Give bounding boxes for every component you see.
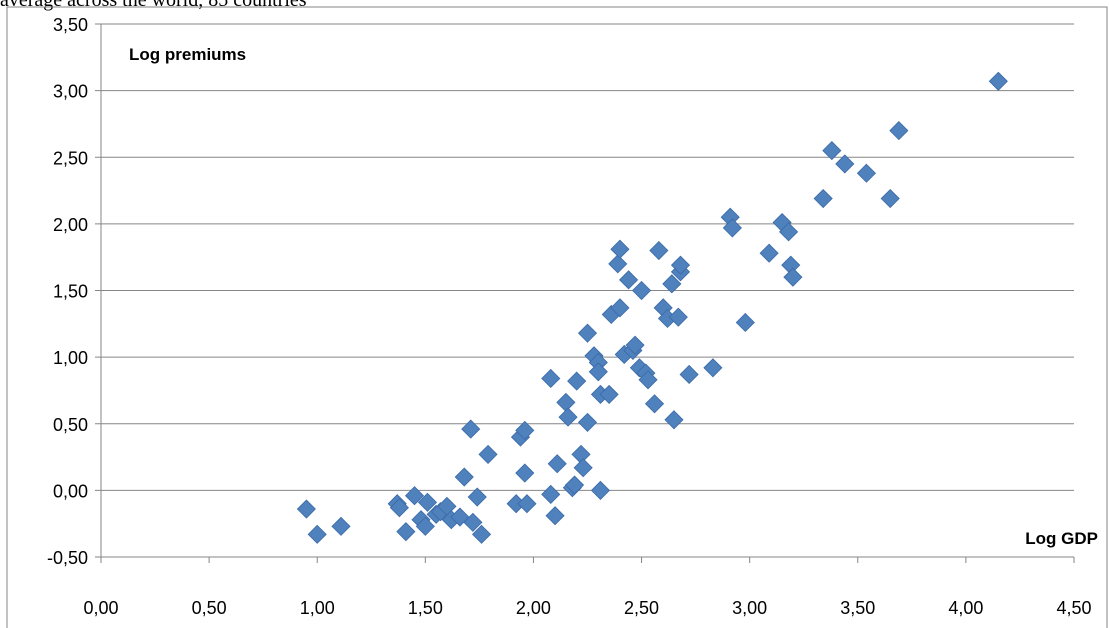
data-point bbox=[541, 484, 561, 504]
y-tick-labels: -0,50 0,00 0,50 1,00 1,50 2,00 2,50 3,00 3,50 bbox=[47, 15, 88, 568]
y-axis-title: Log premiums bbox=[129, 45, 246, 64]
y-tick-label: -0,50 bbox=[47, 548, 88, 568]
y-tick-label: 3,50 bbox=[53, 15, 88, 35]
y-tick-label: 1,50 bbox=[53, 282, 88, 302]
data-point bbox=[889, 121, 909, 141]
data-point bbox=[649, 240, 669, 261]
data-point bbox=[610, 298, 630, 318]
data-point bbox=[515, 420, 535, 440]
caption-fragment: average across the world, 85 countries bbox=[0, 0, 307, 11]
x-tick-label: 0,50 bbox=[192, 598, 227, 618]
data-point bbox=[307, 524, 327, 544]
data-point bbox=[590, 480, 611, 500]
data-point bbox=[463, 512, 483, 532]
x-tick-label: 0,00 bbox=[83, 598, 118, 618]
x-tick-label: 2,50 bbox=[624, 598, 659, 618]
data-point bbox=[415, 516, 435, 536]
data-point bbox=[389, 498, 409, 518]
y-tick-label: 0,00 bbox=[53, 481, 88, 501]
data-point bbox=[556, 392, 576, 412]
data-point bbox=[679, 364, 699, 385]
data-point bbox=[547, 454, 567, 474]
data-point bbox=[471, 524, 492, 544]
x-tick-labels: 0,00 0,50 1,00 1,50 2,00 2,50 3,00 3,50 4,00 4,50 bbox=[83, 598, 1091, 618]
data-point bbox=[577, 412, 598, 432]
data-point bbox=[573, 458, 593, 478]
data-point bbox=[735, 312, 755, 333]
data-point bbox=[779, 222, 799, 242]
data-point bbox=[564, 475, 585, 495]
data-point bbox=[461, 419, 481, 439]
data-point bbox=[662, 274, 682, 294]
data-point bbox=[599, 384, 619, 405]
data-point bbox=[610, 239, 630, 259]
data-point bbox=[515, 463, 535, 483]
data-point bbox=[703, 358, 723, 378]
data-point bbox=[608, 254, 628, 274]
x-tick-label: 3,00 bbox=[732, 598, 767, 618]
data-point bbox=[759, 243, 779, 263]
data-point bbox=[664, 410, 684, 430]
x-axis-title: Log GDP bbox=[1025, 529, 1098, 548]
data-point bbox=[417, 492, 438, 512]
data-point bbox=[619, 270, 639, 290]
data-points bbox=[296, 71, 1008, 544]
x-tick-label: 4,50 bbox=[1056, 598, 1091, 618]
y-tick-label: 3,00 bbox=[53, 82, 88, 102]
x-tick-label: 1,00 bbox=[300, 598, 335, 618]
data-point bbox=[880, 188, 900, 209]
data-point bbox=[670, 255, 691, 275]
chart-area-border bbox=[6, 6, 1108, 628]
data-point bbox=[545, 506, 565, 526]
data-point bbox=[296, 499, 316, 519]
x-tick-label: 2,00 bbox=[516, 598, 551, 618]
data-point bbox=[988, 71, 1008, 91]
x-tick-label: 3,50 bbox=[840, 598, 875, 618]
data-point bbox=[813, 188, 833, 209]
data-point bbox=[638, 370, 658, 390]
data-point bbox=[517, 494, 537, 514]
data-point bbox=[331, 516, 351, 536]
x-tick-label: 4,00 bbox=[948, 598, 983, 618]
data-point bbox=[644, 394, 665, 414]
y-tick-label: 2,00 bbox=[53, 215, 88, 235]
data-point bbox=[558, 407, 578, 427]
data-point bbox=[541, 368, 561, 389]
data-point bbox=[835, 154, 855, 174]
data-point bbox=[478, 444, 498, 464]
y-tick-label: 0,50 bbox=[53, 415, 88, 435]
gridlines bbox=[95, 23, 1075, 563]
data-point bbox=[567, 371, 587, 391]
data-point bbox=[631, 280, 652, 301]
y-tick-label: 2,50 bbox=[53, 148, 88, 168]
data-point bbox=[396, 522, 416, 542]
data-point bbox=[625, 335, 645, 355]
data-point bbox=[577, 323, 598, 343]
data-point bbox=[404, 486, 425, 506]
data-point bbox=[467, 487, 487, 507]
data-point bbox=[722, 218, 742, 238]
data-point bbox=[856, 163, 876, 183]
data-point bbox=[588, 362, 608, 382]
y-tick-label: 1,00 bbox=[53, 348, 88, 368]
x-tick-label: 1,50 bbox=[408, 598, 443, 618]
data-point bbox=[822, 141, 842, 161]
data-point bbox=[783, 267, 803, 287]
data-point bbox=[454, 467, 474, 487]
data-point bbox=[668, 307, 688, 327]
